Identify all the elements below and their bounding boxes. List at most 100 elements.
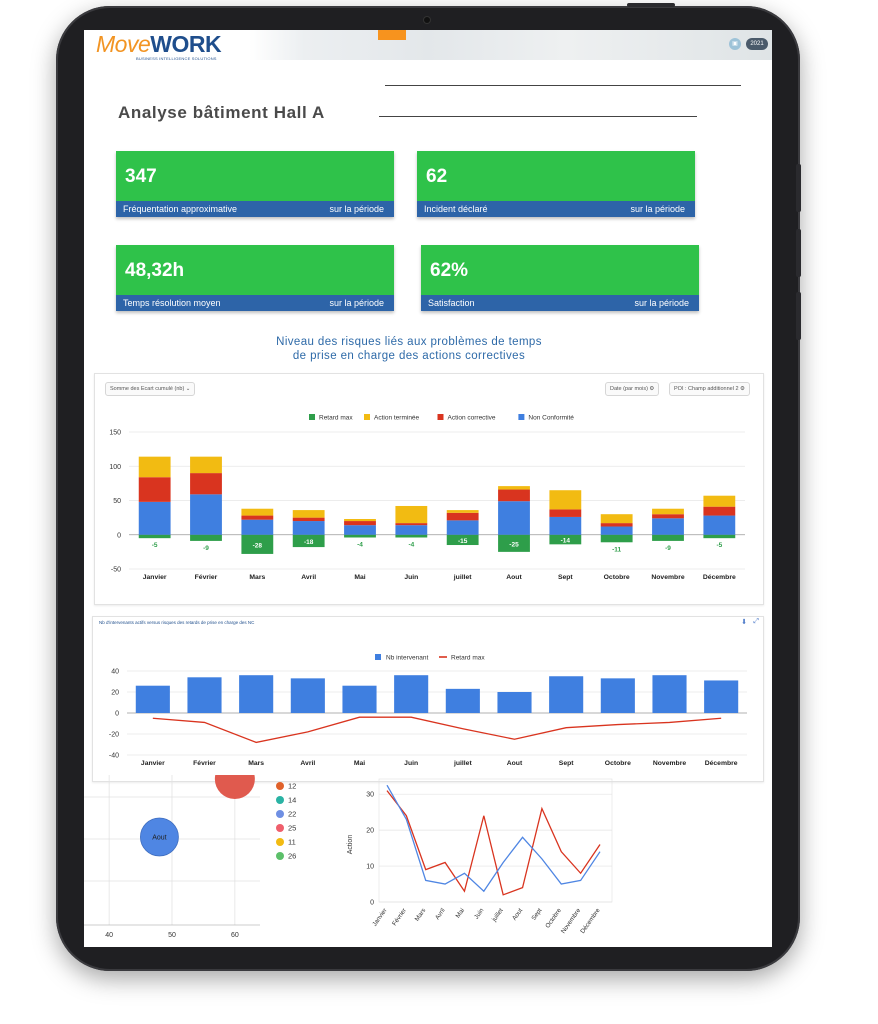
kpi-frequentation[interactable]: 347 Fréquentation approximative sur la pé… bbox=[116, 151, 394, 217]
bar-retard-max bbox=[652, 534, 684, 541]
bar-segment bbox=[498, 489, 530, 502]
plot-area bbox=[378, 778, 613, 903]
x-tick-label: juillet bbox=[453, 574, 472, 581]
cart-icon[interactable]: ▣ bbox=[729, 38, 741, 50]
bar-segment bbox=[652, 508, 684, 515]
expand-icon[interactable]: ⤢ bbox=[753, 618, 759, 625]
x-tick-label: Juin bbox=[473, 907, 486, 921]
legend-value: 14 bbox=[288, 796, 296, 805]
y-tick-label: 40 bbox=[111, 669, 119, 676]
kpi-resolution-time[interactable]: 48,32h Temps résolution moyen sur la péri… bbox=[116, 245, 394, 311]
x-tick-label: Avril bbox=[301, 574, 316, 581]
bar-segment bbox=[344, 525, 376, 535]
bar-segment bbox=[549, 509, 582, 517]
bar-segment bbox=[190, 473, 222, 495]
data-label: -5 bbox=[716, 542, 722, 549]
poi-select[interactable]: POI : Champ additionnel 2 ⚙ bbox=[669, 382, 750, 396]
line-chart: 30 20 10 0 Action Janvier Février Mars Avril Mai J… bbox=[347, 778, 613, 935]
legend-label: Action terminée bbox=[374, 415, 420, 422]
data-label: -9 bbox=[203, 545, 209, 552]
legend-dot bbox=[276, 824, 284, 832]
bar-retard-max bbox=[292, 534, 325, 548]
bar-nb-intervenant bbox=[187, 677, 222, 713]
combo-chart: 40 20 0 -20 -40 Nb intervenant Retard max Janvi… bbox=[109, 654, 747, 767]
kpi-satisfaction[interactable]: 62% Satisfaction sur la période bbox=[421, 245, 699, 311]
legend-value: 25 bbox=[288, 824, 296, 833]
kpi-footer: Temps résolution moyen sur la période bbox=[116, 295, 394, 311]
bar-retard-max bbox=[344, 534, 376, 538]
x-tick-label: Aout bbox=[511, 907, 524, 922]
bar-segment bbox=[600, 526, 633, 535]
bar-segment bbox=[292, 517, 325, 522]
legend-dot bbox=[276, 838, 284, 846]
bar-segment bbox=[703, 506, 736, 516]
y-tick-label: 30 bbox=[366, 792, 374, 799]
bar-segment bbox=[446, 512, 479, 521]
bar-segment bbox=[549, 516, 582, 535]
bar-segment bbox=[703, 495, 736, 507]
data-label: -25 bbox=[509, 541, 519, 548]
x-tick-label: juillet bbox=[490, 907, 505, 924]
y-tick-label: -50 bbox=[111, 567, 121, 574]
legend-swatch bbox=[309, 414, 315, 420]
bar-retard-max bbox=[446, 534, 479, 546]
x-tick-label: Novembre bbox=[651, 574, 684, 581]
x-tick-label: Février bbox=[195, 574, 218, 581]
chart-caption: Nb d'intervenants actifs versus risques … bbox=[99, 620, 255, 625]
bar-retard-max bbox=[138, 534, 171, 539]
bubble-point bbox=[214, 775, 255, 799]
x-tick-label: Janvier bbox=[371, 907, 388, 928]
bar-segment bbox=[138, 477, 171, 502]
x-tick-label: Octobre bbox=[544, 907, 563, 930]
download-icon[interactable]: ⬇ bbox=[741, 619, 747, 626]
series-line bbox=[386, 784, 601, 893]
page-title: Analyse bâtiment Hall A bbox=[118, 103, 325, 122]
tablet-top-button bbox=[627, 3, 675, 7]
section-subtitle: Niveau des risques liés aux problèmes de… bbox=[276, 336, 542, 362]
decor-line bbox=[385, 85, 741, 86]
x-tick-label: Mai bbox=[354, 760, 365, 767]
bar-segment bbox=[292, 510, 325, 518]
screen: MoveWORK BUSINESS INTELLIGENCE SOLUTIONS… bbox=[84, 30, 772, 947]
x-tick-label: Avril bbox=[434, 907, 447, 921]
bar-segment bbox=[138, 501, 171, 535]
x-tick-label: Sept bbox=[530, 907, 543, 922]
logo[interactable]: MoveWORK bbox=[96, 31, 222, 57]
kpi-footer: Fréquentation approximative sur la périod… bbox=[116, 201, 394, 217]
x-tick-label: Novembre bbox=[653, 760, 686, 767]
bar-segment bbox=[344, 518, 376, 522]
y-tick-label: 20 bbox=[366, 828, 374, 835]
bar-nb-intervenant bbox=[704, 680, 739, 713]
legend-value: 11 bbox=[288, 838, 296, 847]
legend-swatch bbox=[364, 414, 370, 420]
y-tick-label: 0 bbox=[370, 900, 374, 907]
bar-segment bbox=[241, 519, 274, 535]
banner-sign-icon bbox=[378, 30, 406, 40]
bar-nb-intervenant bbox=[445, 688, 480, 713]
bar-segment bbox=[498, 501, 530, 535]
bubble-point bbox=[140, 817, 179, 857]
stacked-bar-chart: 150 100 50 0 -50 Retard max Action terminée Act… bbox=[109, 414, 745, 581]
x-tick-label: Décembre bbox=[705, 760, 738, 767]
x-tick-label: Mars bbox=[414, 907, 428, 922]
y-tick-label: 0 bbox=[117, 532, 121, 539]
legend-dot bbox=[276, 852, 284, 860]
measure-select[interactable]: Somme des Ecart cumulé (nb) ⌄ bbox=[105, 382, 196, 396]
bar-segment bbox=[600, 523, 633, 527]
legend-value: 26 bbox=[288, 852, 296, 861]
date-select[interactable]: Date (par mois) ⚙ bbox=[605, 382, 660, 396]
x-tick-label: juillet bbox=[453, 760, 472, 767]
x-tick-label: Aout bbox=[507, 760, 523, 767]
tablet-side-button bbox=[796, 292, 801, 340]
legend-value: 12 bbox=[288, 782, 296, 791]
bar-segment bbox=[395, 523, 428, 526]
legend-label: Non Conformité bbox=[528, 415, 574, 422]
kpi-value: 62 bbox=[426, 166, 448, 187]
x-tick-label: Janvier bbox=[141, 760, 165, 767]
bar-retard-max bbox=[549, 534, 582, 545]
data-label: -28 bbox=[253, 542, 263, 549]
y-axis-label: Action bbox=[347, 835, 354, 855]
kpi-incident[interactable]: 62 Incident déclaré sur la période bbox=[417, 151, 695, 217]
year-badge[interactable]: 2021 bbox=[746, 38, 768, 50]
kpi-value: 62% bbox=[430, 260, 469, 281]
